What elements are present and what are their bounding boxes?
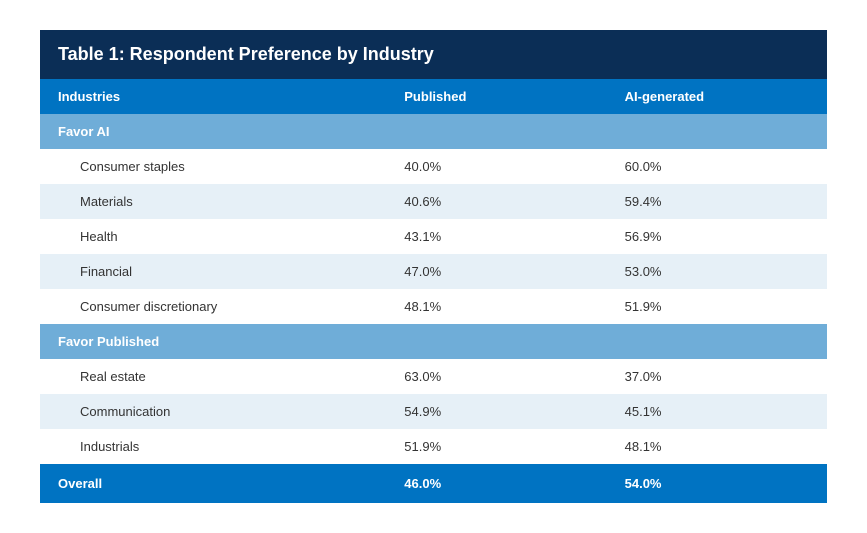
table-title: Table 1: Respondent Preference by Indust… xyxy=(40,30,827,79)
cell-ai: 53.0% xyxy=(607,254,827,289)
cell-published: 40.6% xyxy=(386,184,606,219)
cell-industry: Materials xyxy=(40,184,386,219)
table-row: Financial 47.0% 53.0% xyxy=(40,254,827,289)
cell-published: 54.9% xyxy=(386,394,606,429)
cell-industry: Communication xyxy=(40,394,386,429)
cell-ai: 48.1% xyxy=(607,429,827,464)
cell-ai: 51.9% xyxy=(607,289,827,324)
col-header-ai: AI-generated xyxy=(607,79,827,114)
col-header-industries: Industries xyxy=(40,79,386,114)
cell-ai: 60.0% xyxy=(607,149,827,184)
preference-table: Industries Published AI-generated Favor … xyxy=(40,79,827,503)
section-favor-published: Favor Published xyxy=(40,324,827,359)
cell-ai: 56.9% xyxy=(607,219,827,254)
table-row: Materials 40.6% 59.4% xyxy=(40,184,827,219)
table-row: Consumer staples 40.0% 60.0% xyxy=(40,149,827,184)
cell-industry: Real estate xyxy=(40,359,386,394)
cell-published: 43.1% xyxy=(386,219,606,254)
col-header-published: Published xyxy=(386,79,606,114)
table-row: Health 43.1% 56.9% xyxy=(40,219,827,254)
table-row: Real estate 63.0% 37.0% xyxy=(40,359,827,394)
table-row: Consumer discretionary 48.1% 51.9% xyxy=(40,289,827,324)
cell-published: 51.9% xyxy=(386,429,606,464)
cell-published: 40.0% xyxy=(386,149,606,184)
overall-ai: 54.0% xyxy=(607,464,827,503)
table-row: Industrials 51.9% 48.1% xyxy=(40,429,827,464)
section-favor-ai: Favor AI xyxy=(40,114,827,149)
cell-ai: 45.1% xyxy=(607,394,827,429)
cell-ai: 37.0% xyxy=(607,359,827,394)
overall-published: 46.0% xyxy=(386,464,606,503)
cell-published: 47.0% xyxy=(386,254,606,289)
section-label: Favor Published xyxy=(40,324,827,359)
cell-industry: Industrials xyxy=(40,429,386,464)
cell-industry: Consumer staples xyxy=(40,149,386,184)
cell-published: 63.0% xyxy=(386,359,606,394)
cell-industry: Consumer discretionary xyxy=(40,289,386,324)
table-container: Table 1: Respondent Preference by Indust… xyxy=(40,30,827,503)
table-header-row: Industries Published AI-generated xyxy=(40,79,827,114)
cell-published: 48.1% xyxy=(386,289,606,324)
cell-industry: Health xyxy=(40,219,386,254)
section-label: Favor AI xyxy=(40,114,827,149)
cell-industry: Financial xyxy=(40,254,386,289)
overall-row: Overall 46.0% 54.0% xyxy=(40,464,827,503)
cell-ai: 59.4% xyxy=(607,184,827,219)
overall-label: Overall xyxy=(40,464,386,503)
table-row: Communication 54.9% 45.1% xyxy=(40,394,827,429)
